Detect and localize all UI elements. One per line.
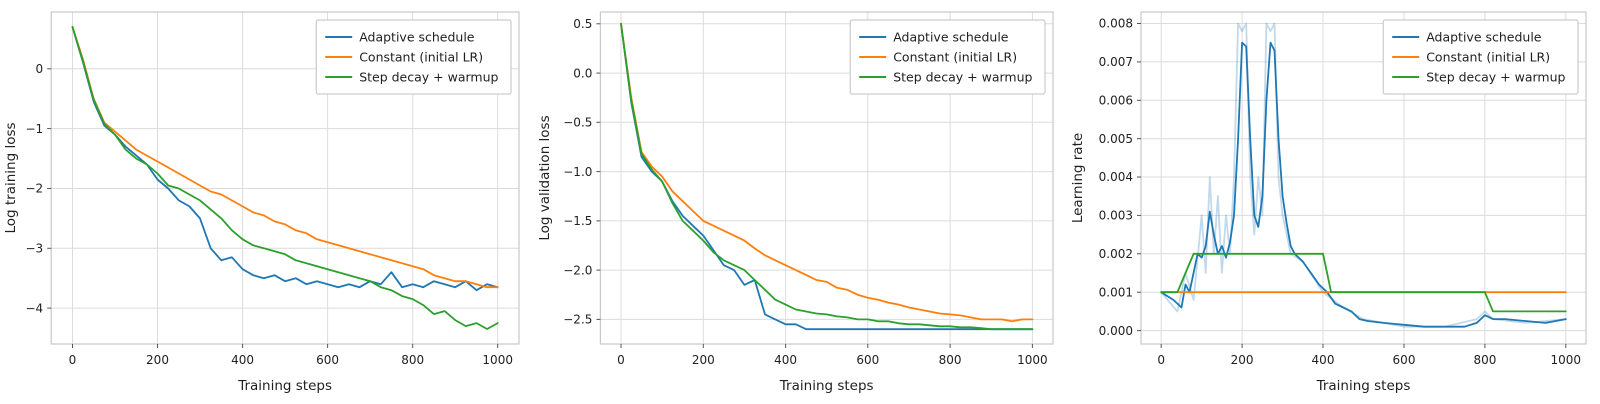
svg-text:0.007: 0.007 (1099, 55, 1133, 69)
validation-loss-figure: 0.5 0.0 −0.5 −1.0 −1.5 −2.0 −2.5 0 200 400 600 800 1… (533, 0, 1067, 404)
svg-text:400: 400 (774, 353, 797, 367)
svg-text:0: 0 (1157, 353, 1165, 367)
svg-text:0: 0 (36, 62, 44, 76)
svg-text:Constant (initial LR): Constant (initial LR) (1426, 49, 1550, 64)
svg-text:Log training loss: Log training loss (3, 122, 19, 233)
svg-text:200: 200 (1231, 353, 1254, 367)
svg-text:−4: −4 (25, 301, 43, 315)
svg-text:0.005: 0.005 (1099, 132, 1133, 146)
svg-text:400: 400 (231, 353, 254, 367)
svg-text:0: 0 (69, 353, 77, 367)
log-validation-loss-chart: 0.5 0.0 −0.5 −1.0 −1.5 −2.0 −2.5 0 200 400 600 800 1… (533, 0, 1067, 400)
svg-text:Training steps: Training steps (1316, 378, 1411, 394)
svg-text:0.004: 0.004 (1099, 170, 1133, 184)
log-training-loss-chart: 0 −1 −2 −3 −4 0 200 400 600 800 1000 Training steps… (0, 0, 533, 400)
learning-rate-figure: 0.000 0.001 0.002 0.003 0.004 0.005 0.006 0.007… (1067, 0, 1600, 404)
svg-text:1000: 1000 (1551, 353, 1582, 367)
svg-text:Step decay + warmup: Step decay + warmup (1426, 69, 1565, 84)
svg-text:0: 0 (617, 353, 625, 367)
svg-text:−2: −2 (25, 182, 43, 196)
svg-text:Step decay + warmup: Step decay + warmup (893, 69, 1032, 84)
svg-text:−0.5: −0.5 (563, 116, 592, 130)
svg-text:Training steps: Training steps (237, 378, 332, 394)
svg-text:1000: 1000 (1017, 353, 1048, 367)
svg-text:200: 200 (146, 353, 169, 367)
svg-text:Constant (initial LR): Constant (initial LR) (893, 49, 1017, 64)
svg-text:800: 800 (1473, 353, 1496, 367)
svg-text:Constant (initial LR): Constant (initial LR) (359, 49, 483, 64)
svg-text:Step decay + warmup: Step decay + warmup (359, 69, 498, 84)
svg-text:−1.0: −1.0 (563, 165, 592, 179)
svg-text:800: 800 (938, 353, 961, 367)
svg-text:200: 200 (691, 353, 714, 367)
svg-text:−1.5: −1.5 (563, 214, 592, 228)
svg-text:−2.5: −2.5 (563, 313, 592, 327)
svg-text:0.5: 0.5 (573, 17, 592, 31)
svg-text:0.002: 0.002 (1099, 247, 1133, 261)
svg-text:Learning rate: Learning rate (1070, 133, 1086, 223)
svg-text:−1: −1 (25, 122, 43, 136)
svg-text:0.006: 0.006 (1099, 94, 1133, 108)
svg-text:400: 400 (1312, 353, 1335, 367)
svg-text:1000: 1000 (482, 353, 513, 367)
svg-text:Adaptive schedule: Adaptive schedule (893, 29, 1009, 44)
training-loss-figure: 0 −1 −2 −3 −4 0 200 400 600 800 1000 Training steps… (0, 0, 533, 404)
svg-text:Training steps: Training steps (778, 378, 873, 394)
svg-text:800: 800 (401, 353, 424, 367)
svg-text:−3: −3 (25, 242, 43, 256)
svg-text:600: 600 (316, 353, 339, 367)
learning-rate-chart: 0.000 0.001 0.002 0.003 0.004 0.005 0.006 0.007… (1067, 0, 1600, 400)
svg-text:600: 600 (856, 353, 879, 367)
svg-text:0.008: 0.008 (1099, 17, 1133, 31)
svg-text:Adaptive schedule: Adaptive schedule (359, 29, 475, 44)
svg-text:0.0: 0.0 (573, 66, 592, 80)
svg-text:0.001: 0.001 (1099, 285, 1133, 299)
svg-text:0.000: 0.000 (1099, 324, 1133, 338)
svg-text:−2.0: −2.0 (563, 263, 592, 277)
svg-text:600: 600 (1393, 353, 1416, 367)
svg-text:Adaptive schedule: Adaptive schedule (1426, 29, 1542, 44)
svg-text:Log validation loss: Log validation loss (537, 115, 553, 240)
svg-text:0.003: 0.003 (1099, 209, 1133, 223)
